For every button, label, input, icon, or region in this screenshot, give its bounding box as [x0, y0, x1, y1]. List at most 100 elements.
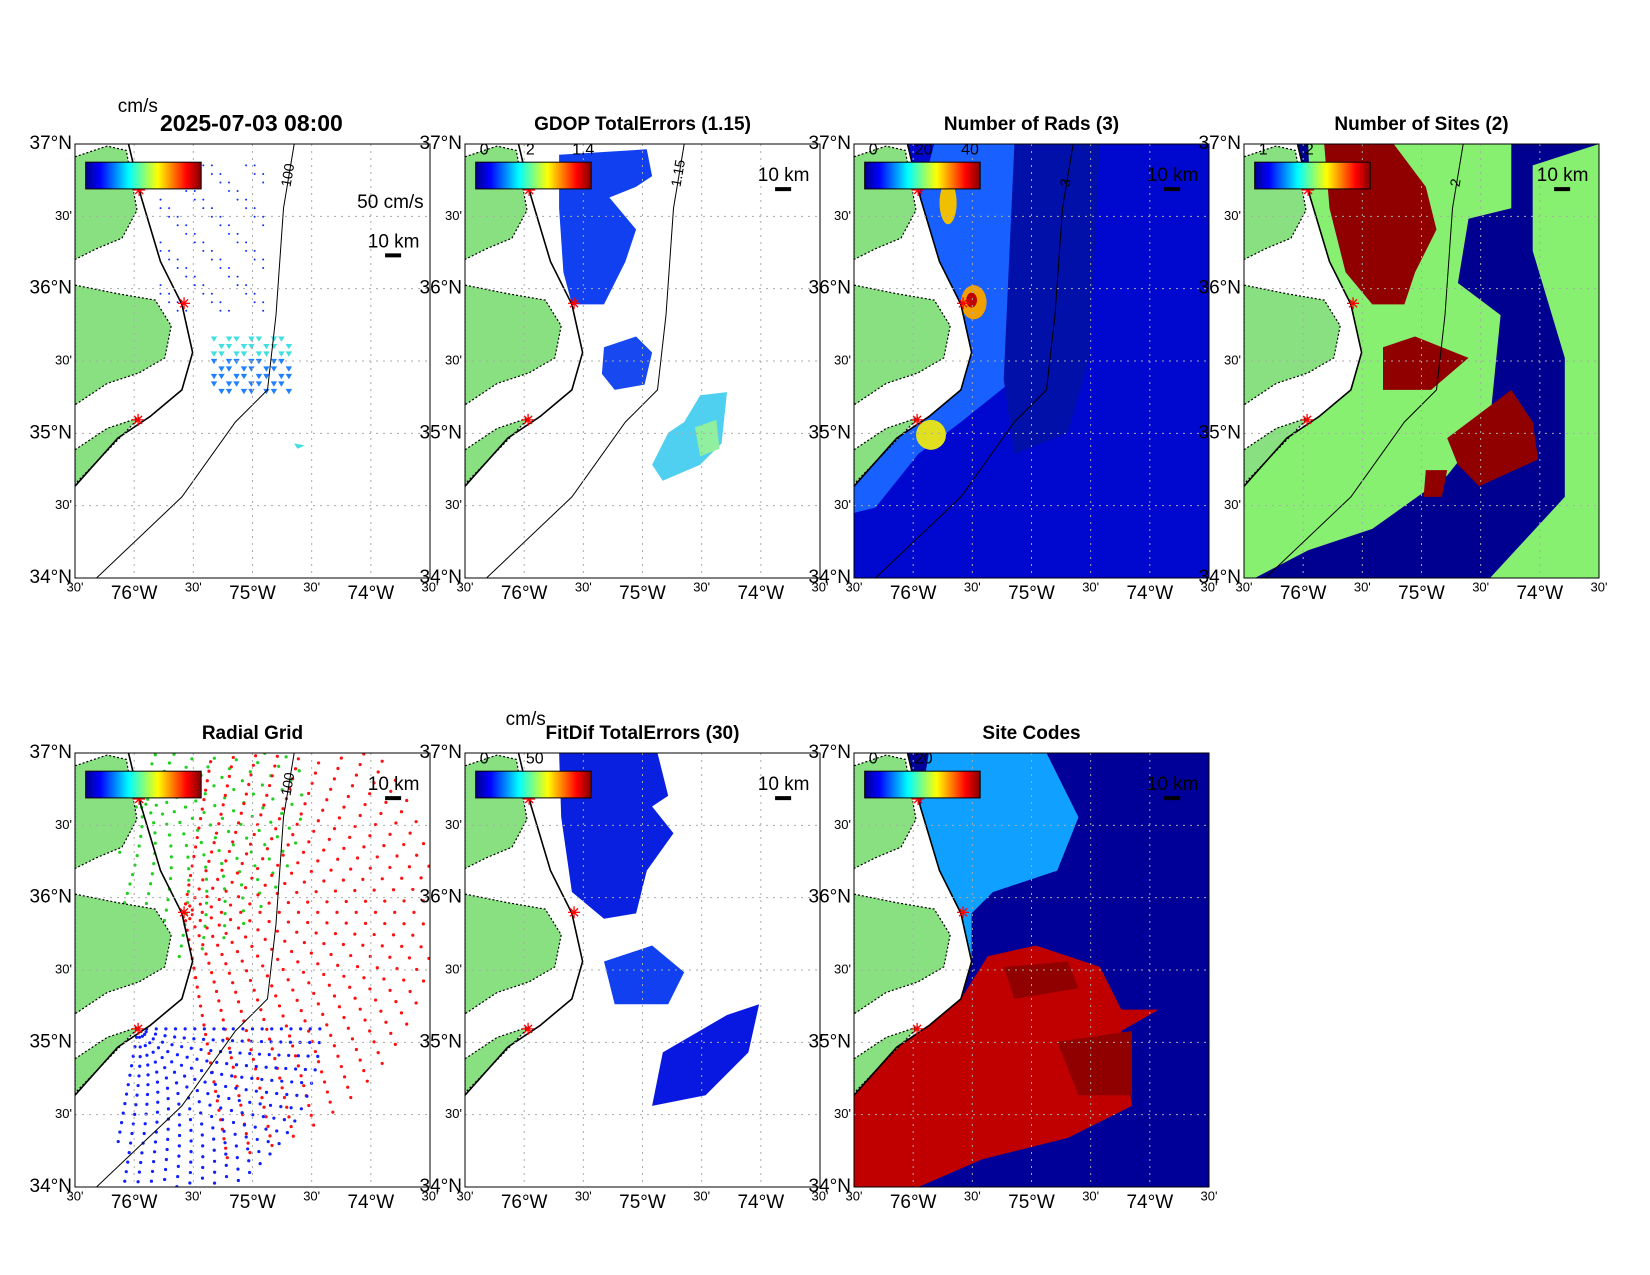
radial-grid-point [308, 1040, 312, 1045]
scale-label: 10 km [758, 774, 810, 795]
radial-grid-point [258, 910, 262, 914]
radial-grid-point [244, 852, 249, 856]
radial-grid-point [362, 845, 366, 849]
lon-tick-label: 30' [1082, 1188, 1099, 1203]
radial-grid-point [138, 1045, 142, 1049]
coastline [465, 753, 584, 1096]
radial-grid-point [177, 1102, 181, 1106]
radial-grid-point [162, 918, 167, 923]
radial-grid-point [232, 787, 236, 792]
radial-grid-point [201, 878, 205, 882]
panel-title: Site Codes [982, 723, 1080, 744]
radial-grid-point [227, 849, 232, 854]
radial-grid-point [379, 1009, 383, 1013]
radial-grid-point [181, 933, 185, 937]
radial-grid-point [219, 910, 224, 914]
radial-grid-point [164, 1027, 168, 1031]
radial-grid-point [287, 1053, 291, 1058]
radial-grid-point [275, 1129, 279, 1133]
radial-grid-point [289, 949, 294, 954]
radial-grid-point [137, 1170, 142, 1174]
radial-grid-point [201, 1037, 206, 1041]
radial-grid-point [177, 1113, 181, 1117]
lat-tick-label: 37°N [809, 742, 851, 763]
radial-grid-point [204, 913, 208, 917]
radial-grid-point [212, 1148, 216, 1152]
radial-grid-point [296, 861, 300, 865]
lat-tick-label: 30' [834, 961, 851, 976]
radial-grid-point [260, 1077, 264, 1082]
vector [185, 224, 188, 227]
radial-grid-point [376, 770, 380, 774]
radial-grid-point [146, 1063, 150, 1067]
vector [193, 198, 196, 201]
lon-tick-label: 30' [303, 1188, 320, 1203]
vector [270, 366, 278, 372]
radial-grid-point [198, 1004, 203, 1008]
coastline [465, 144, 584, 487]
radial-grid-point [225, 1037, 229, 1041]
lon-tick-label: 74°W [1126, 583, 1173, 604]
lon-tick-label: 30' [1201, 1188, 1218, 1203]
radial-grid-point [140, 825, 144, 829]
radial-grid-point [389, 1031, 393, 1035]
lat-tick-label: 30' [1224, 497, 1241, 512]
lon-tick-label: 75°W [229, 1192, 276, 1213]
radial-grid-point [354, 773, 359, 777]
radial-grid-point [320, 1070, 324, 1074]
radial-grid-point [205, 895, 209, 899]
vector [285, 351, 293, 357]
radial-grid-point [296, 910, 301, 914]
lon-tick-label: 30' [185, 1188, 202, 1203]
radial-grid-point [193, 925, 197, 929]
lat-tick-label: 30' [445, 961, 462, 976]
radial-grid-point [222, 887, 227, 891]
radial-grid-point [300, 1080, 304, 1085]
radial-grid-point [205, 889, 209, 893]
radial-grid-point [164, 1157, 168, 1162]
radial-grid-point [260, 1027, 264, 1031]
radial-grid-point [154, 1027, 158, 1031]
radial-grid-point [156, 1046, 161, 1050]
radial-grid-point [259, 1039, 264, 1044]
radial-grid-point [213, 1082, 217, 1087]
vector [219, 301, 222, 304]
radial-grid-point [234, 830, 238, 834]
radial-grid-point [407, 865, 412, 869]
radial-grid-point [265, 793, 269, 797]
vector [168, 258, 171, 261]
radial-grid-point [151, 1050, 155, 1054]
vector [202, 164, 205, 167]
radial-grid-point [353, 996, 357, 1000]
colorbar-tick-label: 0 [480, 750, 489, 767]
radial-grid-point [251, 763, 255, 767]
radial-grid-point [142, 1131, 146, 1136]
radial-grid-point [177, 954, 181, 959]
vector [202, 292, 205, 295]
radial-grid-point [302, 880, 306, 884]
radial-grid-point [151, 1037, 155, 1041]
radial-grid-point [223, 793, 227, 797]
radial-grid-point [346, 1026, 350, 1030]
radial-grid-point [333, 932, 338, 936]
radial-grid-point [263, 883, 267, 887]
radial-grid-point [165, 1086, 170, 1090]
radial-grid-point [314, 931, 318, 935]
land [854, 893, 951, 1015]
land [854, 284, 951, 406]
radial-grid-point [127, 1150, 131, 1155]
radial-grid-point [274, 1066, 278, 1070]
data-field [854, 144, 1036, 513]
radial-grid-point [299, 1009, 303, 1013]
radial-grid-point [362, 753, 366, 756]
colorbar-units: cm/s [118, 96, 158, 117]
radial-grid-point [234, 758, 238, 762]
vector [159, 198, 162, 201]
radial-grid-point [244, 1132, 248, 1136]
radial-grid-point [260, 783, 265, 787]
radial-grid-point [282, 1095, 287, 1100]
radial-grid-point [194, 799, 198, 803]
radial-grid-point [244, 1088, 248, 1092]
radial-grid-point [148, 1041, 152, 1045]
radial-grid-point [165, 1147, 169, 1152]
